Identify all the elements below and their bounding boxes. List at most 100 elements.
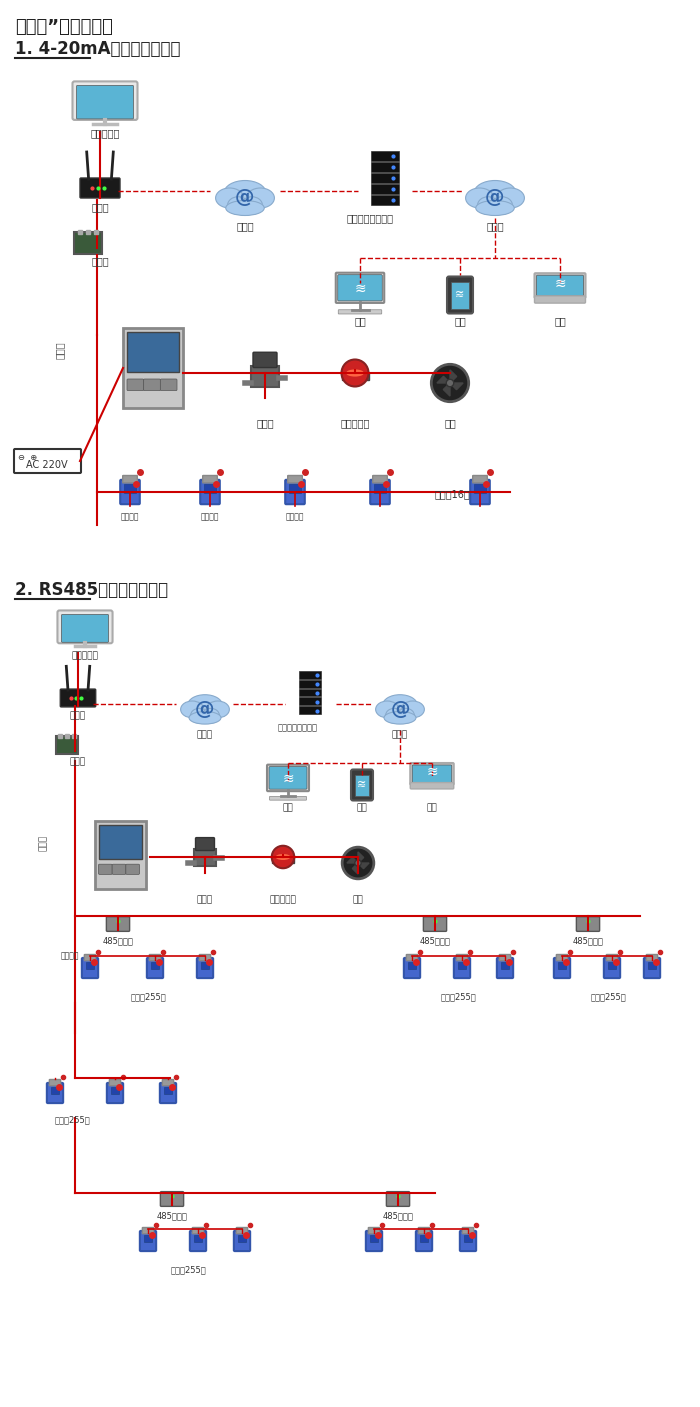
FancyBboxPatch shape (82, 958, 98, 978)
FancyBboxPatch shape (73, 82, 137, 120)
FancyBboxPatch shape (535, 273, 585, 298)
Text: 可连接255台: 可连接255台 (440, 992, 476, 1000)
FancyBboxPatch shape (419, 1227, 430, 1234)
FancyBboxPatch shape (372, 476, 387, 483)
Text: 风机: 风机 (444, 418, 456, 428)
Polygon shape (358, 862, 369, 868)
FancyBboxPatch shape (463, 1227, 474, 1234)
Ellipse shape (397, 708, 414, 723)
FancyBboxPatch shape (109, 1079, 120, 1086)
FancyBboxPatch shape (648, 962, 656, 969)
Polygon shape (352, 862, 358, 874)
Text: ≋: ≋ (354, 281, 366, 295)
FancyBboxPatch shape (646, 954, 658, 961)
FancyBboxPatch shape (355, 774, 369, 795)
Text: 路由器: 路由器 (91, 203, 108, 212)
FancyBboxPatch shape (204, 484, 216, 492)
FancyBboxPatch shape (342, 373, 368, 380)
FancyBboxPatch shape (299, 698, 321, 705)
Text: 485中继器: 485中继器 (157, 1211, 188, 1220)
FancyBboxPatch shape (49, 1079, 61, 1086)
Text: 485中继器: 485中继器 (573, 936, 603, 946)
FancyBboxPatch shape (416, 1231, 432, 1251)
FancyBboxPatch shape (253, 352, 277, 367)
FancyBboxPatch shape (338, 310, 382, 314)
FancyBboxPatch shape (76, 86, 134, 120)
FancyBboxPatch shape (199, 954, 211, 961)
Polygon shape (347, 857, 358, 862)
FancyBboxPatch shape (420, 1235, 428, 1242)
Text: @: @ (391, 699, 409, 719)
Text: 安帕尔网络服务器: 安帕尔网络服务器 (278, 723, 318, 732)
Text: ≋: ≋ (426, 765, 438, 779)
FancyBboxPatch shape (142, 1227, 154, 1234)
Ellipse shape (491, 197, 512, 214)
FancyBboxPatch shape (336, 273, 384, 303)
Text: ≋: ≋ (357, 779, 367, 789)
Text: @: @ (195, 699, 215, 719)
Text: 信号输出: 信号输出 (201, 512, 219, 521)
FancyBboxPatch shape (408, 962, 416, 969)
FancyBboxPatch shape (194, 1235, 202, 1242)
FancyBboxPatch shape (371, 183, 399, 194)
FancyBboxPatch shape (112, 864, 126, 874)
FancyBboxPatch shape (289, 484, 301, 492)
Text: 终端: 终端 (554, 317, 566, 326)
FancyBboxPatch shape (195, 837, 214, 850)
FancyBboxPatch shape (474, 484, 486, 492)
FancyBboxPatch shape (160, 378, 177, 391)
FancyBboxPatch shape (120, 480, 140, 504)
FancyBboxPatch shape (456, 954, 468, 961)
FancyBboxPatch shape (351, 770, 373, 801)
Ellipse shape (476, 201, 514, 215)
FancyBboxPatch shape (558, 962, 566, 969)
FancyBboxPatch shape (123, 328, 183, 408)
FancyBboxPatch shape (604, 958, 620, 978)
FancyBboxPatch shape (160, 1192, 183, 1206)
FancyBboxPatch shape (299, 680, 321, 688)
Ellipse shape (496, 189, 524, 208)
Text: 可连接255台: 可连接255台 (55, 1114, 91, 1124)
FancyBboxPatch shape (576, 916, 600, 931)
Text: 转换器: 转换器 (91, 256, 108, 266)
FancyBboxPatch shape (124, 484, 136, 492)
FancyBboxPatch shape (14, 449, 81, 473)
FancyBboxPatch shape (162, 1079, 174, 1086)
Ellipse shape (383, 695, 417, 716)
FancyBboxPatch shape (147, 958, 163, 978)
Text: 路由器: 路由器 (70, 711, 86, 720)
FancyBboxPatch shape (272, 857, 294, 862)
Ellipse shape (241, 197, 262, 214)
FancyBboxPatch shape (554, 958, 570, 978)
FancyBboxPatch shape (299, 671, 321, 678)
Ellipse shape (401, 701, 424, 718)
Text: 手机: 手机 (356, 803, 368, 812)
Ellipse shape (384, 712, 416, 725)
Text: ≋: ≋ (282, 771, 294, 785)
FancyBboxPatch shape (371, 173, 399, 183)
FancyBboxPatch shape (193, 848, 216, 865)
Ellipse shape (246, 189, 274, 208)
Text: 转换器: 转换器 (70, 757, 86, 765)
Text: 电磁阀: 电磁阀 (256, 418, 274, 428)
Text: 电脑: 电脑 (354, 317, 366, 326)
Text: 可连接255台: 可连接255台 (590, 992, 626, 1000)
FancyBboxPatch shape (164, 1086, 172, 1095)
Text: 2. RS485信号连接系统图: 2. RS485信号连接系统图 (15, 581, 168, 599)
Text: 风机: 风机 (353, 895, 363, 905)
Ellipse shape (466, 189, 493, 208)
FancyBboxPatch shape (126, 864, 139, 874)
Text: 可连接255台: 可连接255台 (130, 992, 166, 1000)
Polygon shape (443, 383, 450, 397)
Ellipse shape (228, 197, 248, 214)
Ellipse shape (216, 189, 244, 208)
Polygon shape (450, 370, 456, 383)
FancyBboxPatch shape (122, 476, 137, 483)
FancyBboxPatch shape (201, 962, 209, 969)
FancyBboxPatch shape (371, 194, 399, 204)
Text: 互联网: 互联网 (236, 221, 254, 231)
Text: 可连接255台: 可连接255台 (170, 1265, 206, 1273)
FancyBboxPatch shape (404, 958, 420, 978)
Text: 信号输出: 信号输出 (286, 512, 304, 521)
FancyBboxPatch shape (470, 480, 490, 504)
